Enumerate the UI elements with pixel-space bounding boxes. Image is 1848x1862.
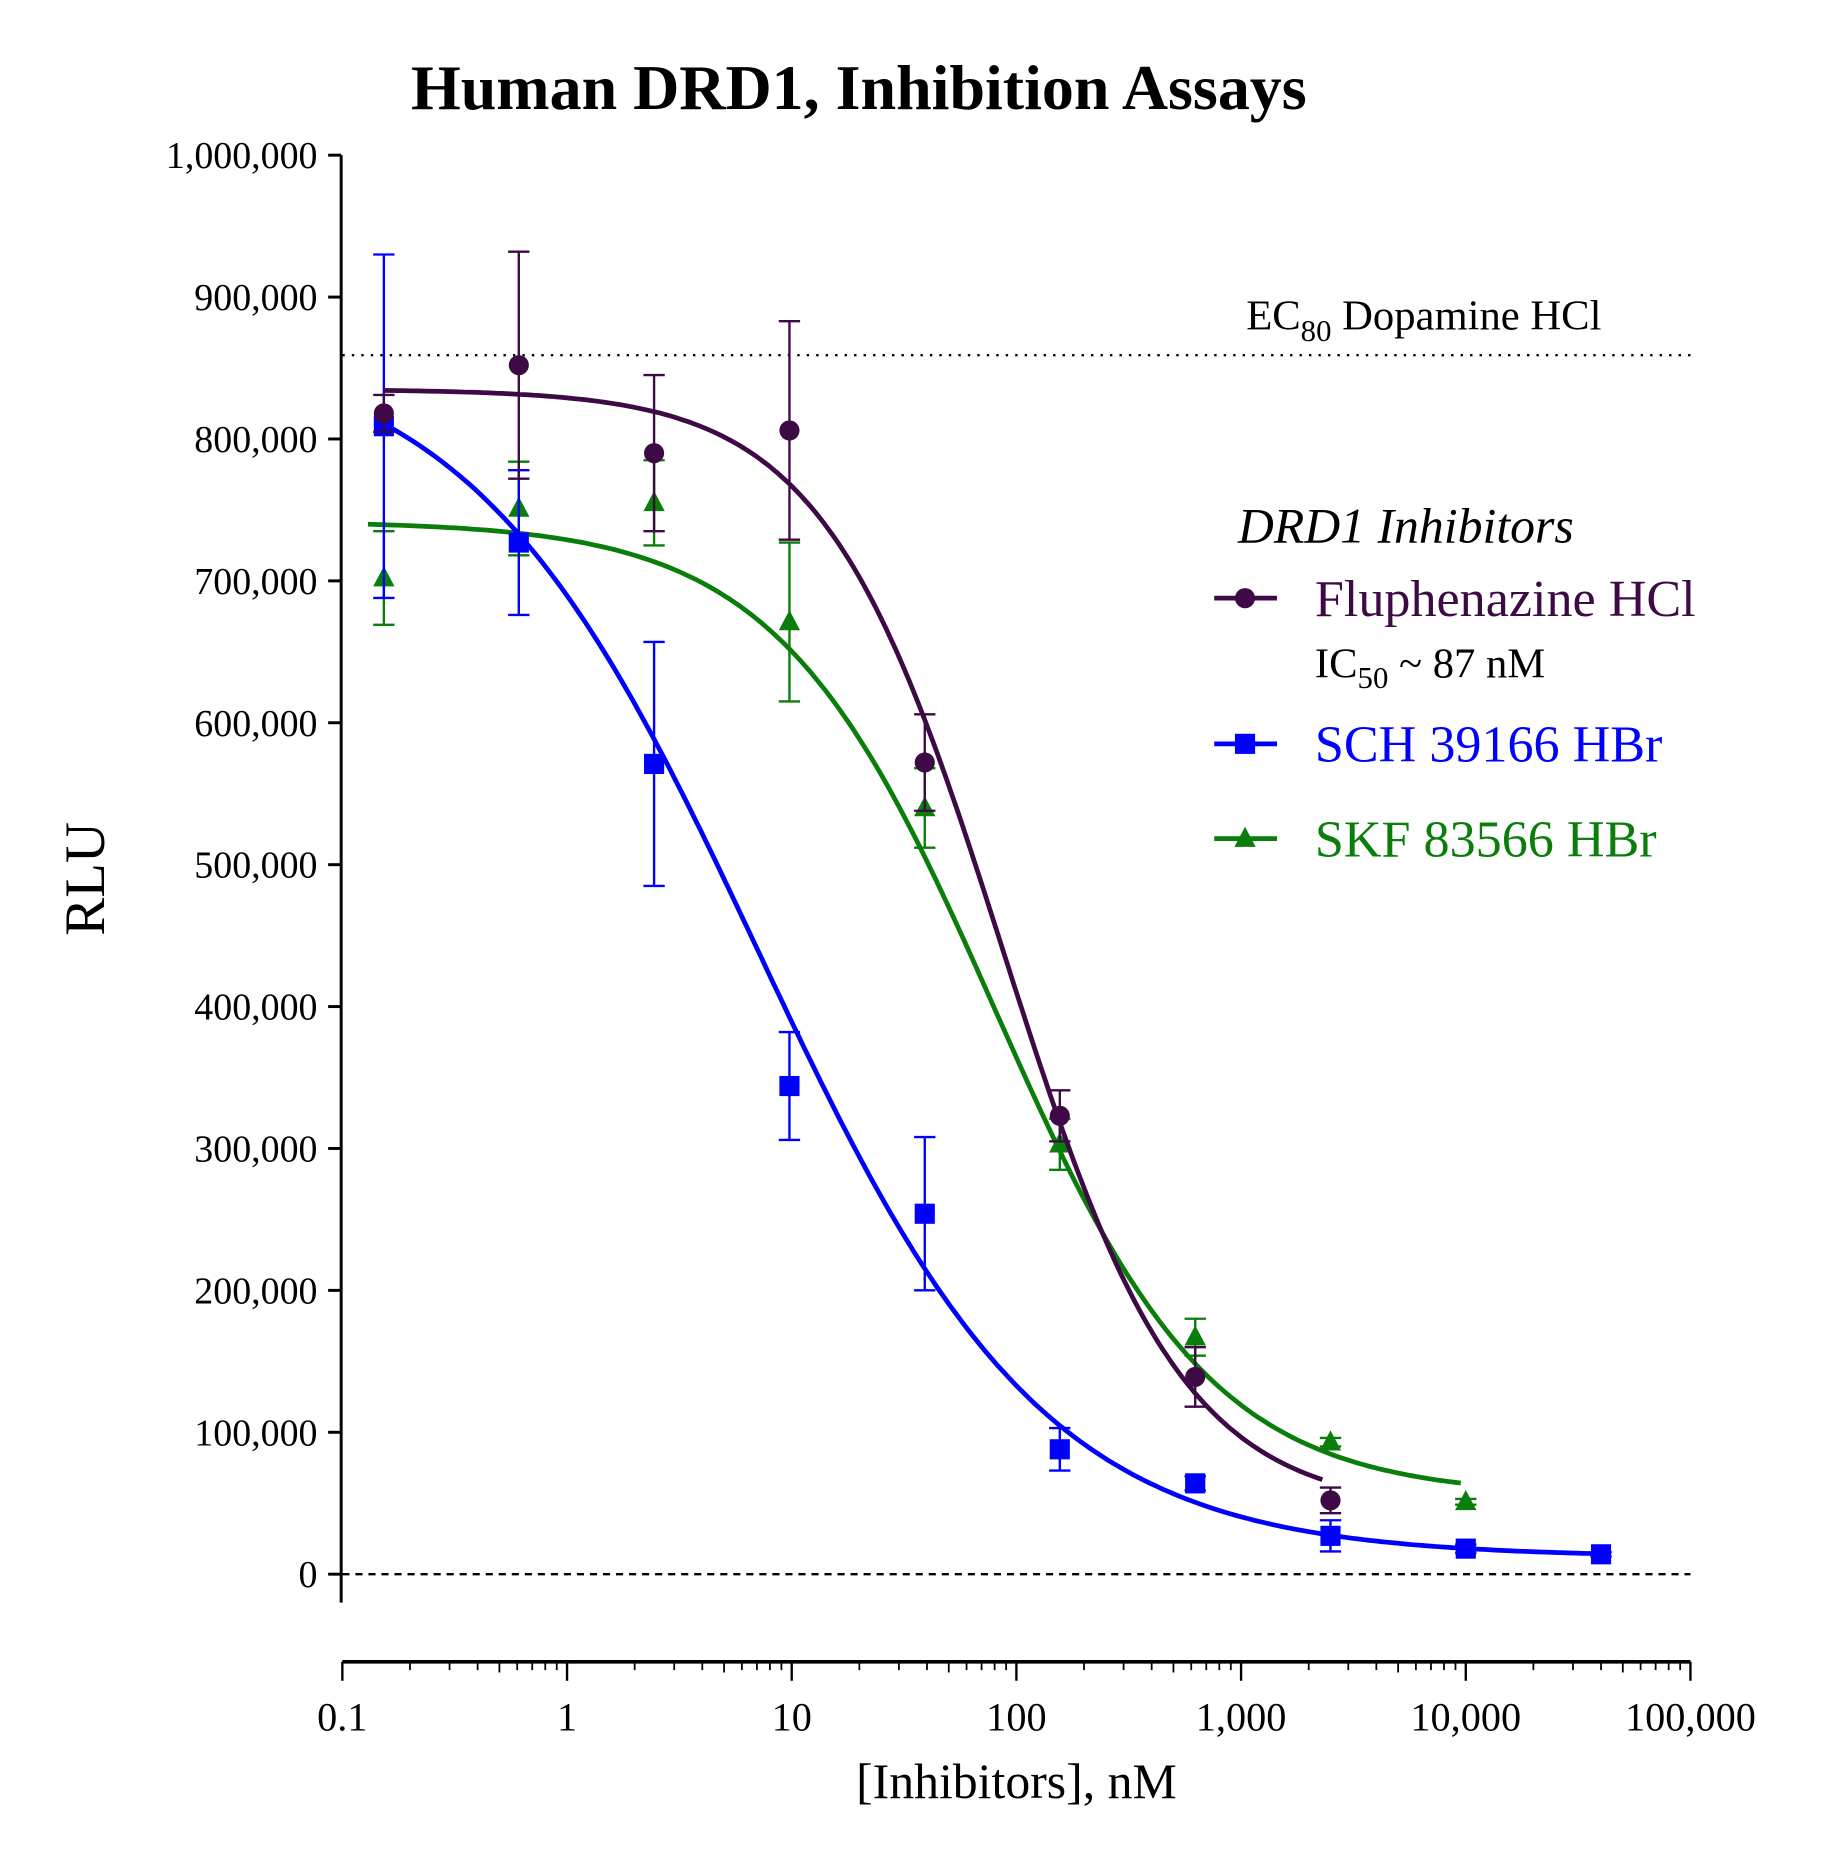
- data-point: [1049, 1439, 1070, 1460]
- data-point: [1320, 1490, 1341, 1511]
- ec80-label-sub: 80: [1301, 314, 1332, 348]
- data-point: [914, 1203, 935, 1224]
- data-point: [1455, 1538, 1476, 1559]
- legend: DRD1 Inhibitors Fluphenazine HCl IC50 ~ 8…: [1214, 498, 1696, 868]
- y-tick-label: 400,000: [194, 987, 317, 1029]
- ic50-sub: 50: [1358, 661, 1389, 695]
- y-tick-label: 0: [299, 1554, 318, 1596]
- data-point: [914, 752, 935, 773]
- series-skf-83566-hbr: [367, 459, 1477, 1511]
- chart-title: Human DRD1, Inhibition Assays: [411, 52, 1307, 123]
- data-point: [373, 403, 394, 424]
- ic50-annotation: IC50 ~ 87 nM: [1315, 641, 1545, 696]
- x-tick-label: 1,000: [1196, 1695, 1287, 1740]
- ec80-label-main: EC: [1246, 292, 1300, 339]
- data-point: [644, 443, 665, 464]
- y-tick-label: 100,000: [194, 1412, 317, 1454]
- x-tick-label: 0.1: [317, 1695, 367, 1740]
- data-point: [1455, 1489, 1477, 1511]
- data-point: [508, 355, 529, 376]
- data-point: [1049, 1105, 1070, 1126]
- fit-curve: [383, 388, 1324, 1482]
- data-point: [778, 610, 801, 631]
- data-point: [1319, 1430, 1342, 1451]
- data-point: [1185, 1366, 1206, 1387]
- x-axis-label: [Inhibitors], nM: [856, 1754, 1177, 1809]
- data-point: [508, 532, 529, 553]
- x-tick-label: 10: [772, 1695, 812, 1740]
- legend-marker: [1234, 733, 1256, 754]
- data-point: [779, 1075, 800, 1097]
- legend-item: Fluphenazine HCl IC50 ~ 87 nM: [1214, 571, 1696, 696]
- y-tick-label: 600,000: [194, 703, 317, 745]
- y-tick-label: 1,000,000: [166, 135, 318, 177]
- ec80-label-rest: Dopamine HCl: [1331, 292, 1601, 339]
- legend-label: SKF 83566 HBr: [1315, 811, 1657, 868]
- axes: 0 100,000 200,000 300,000 400,000 500,000 600,…: [166, 135, 1756, 1739]
- legend-label: SCH 39166 HBr: [1315, 717, 1662, 774]
- y-tick-label: 900,000: [194, 277, 317, 319]
- y-tick-label: 500,000: [194, 845, 317, 887]
- x-tick-label: 100,000: [1625, 1695, 1756, 1740]
- y-tick-label: 200,000: [194, 1270, 317, 1312]
- reference-lines: EC80 Dopamine HCl: [342, 292, 1691, 1576]
- y-axis-label: RLU: [54, 822, 117, 936]
- data-point: [1590, 1544, 1612, 1565]
- x-tick-label: 1: [557, 1695, 577, 1740]
- legend-marker: [1234, 588, 1256, 609]
- plot-area: [367, 250, 1612, 1565]
- legend-label: Fluphenazine HCl: [1315, 571, 1696, 628]
- ic50-main: IC: [1315, 641, 1358, 688]
- ec80-label: EC80 Dopamine HCl: [1246, 292, 1601, 348]
- y-tick-label: 700,000: [194, 561, 317, 603]
- ic50-rest: ~ 87 nM: [1388, 641, 1545, 688]
- data-point: [1320, 1525, 1341, 1546]
- data-point: [1185, 1473, 1206, 1494]
- legend-marker: [1234, 826, 1256, 847]
- x-tick-label: 100: [986, 1695, 1046, 1740]
- legend-item: SCH 39166 HBr: [1214, 717, 1662, 774]
- data-point: [779, 420, 800, 441]
- fit-curve: [367, 521, 1462, 1486]
- legend-item: SKF 83566 HBr: [1214, 811, 1657, 868]
- x-tick-label: 10,000: [1410, 1695, 1521, 1740]
- series-fluphenazine-hcl: [373, 250, 1342, 1515]
- data-point: [644, 753, 665, 774]
- y-tick-label: 800,000: [194, 419, 317, 461]
- data-point: [1184, 1325, 1206, 1346]
- series-sch-39166-hbr: [373, 253, 1612, 1565]
- legend-title: DRD1 Inhibitors: [1237, 498, 1574, 553]
- y-tick-label: 300,000: [194, 1129, 317, 1171]
- fit-curve: [382, 421, 1602, 1557]
